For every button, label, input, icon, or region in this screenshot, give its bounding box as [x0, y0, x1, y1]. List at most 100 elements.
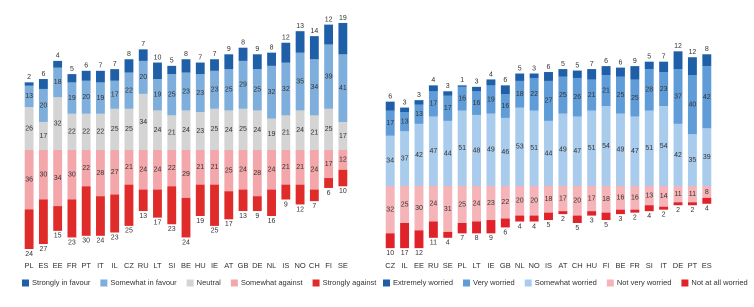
bar-segment: [428, 116, 438, 186]
data-label: 25: [211, 228, 219, 235]
bar-segment: [110, 69, 120, 81]
bar-segment: [138, 49, 148, 61]
data-label: 12: [282, 35, 290, 42]
bar-segment: [544, 120, 553, 186]
data-label: 19: [154, 92, 162, 99]
data-label: 2: [633, 214, 637, 221]
data-label: 17: [588, 195, 596, 202]
bar-segment: [53, 150, 63, 207]
x-tick-label: FI: [603, 261, 610, 270]
data-label: 19: [196, 218, 204, 225]
data-label: 3: [446, 83, 450, 90]
bar-segment: [544, 80, 553, 121]
bar-segment: [687, 186, 697, 203]
x-tick-label: GB: [500, 261, 511, 270]
bar-segment: [295, 31, 305, 53]
legend-swatch: [186, 279, 194, 287]
data-label: 51: [458, 145, 466, 152]
bar-segment: [252, 110, 262, 150]
x-tick-label: IL: [112, 261, 118, 270]
bar-segment: [673, 202, 683, 206]
data-label: 21: [282, 164, 290, 171]
bar-segment: [224, 150, 234, 192]
data-label: 17: [111, 92, 119, 99]
legend-swatch: [383, 279, 390, 287]
data-label: 13: [139, 213, 147, 220]
bar-segment: [153, 150, 162, 190]
data-label: 30: [68, 172, 76, 179]
x-tick-label: IE: [487, 261, 494, 270]
bar-segment: [486, 85, 496, 114]
bar-segment: [67, 74, 77, 83]
data-label: 14: [660, 193, 668, 200]
data-label: 51: [588, 145, 596, 152]
legend-label: Somewhat in favour: [110, 278, 177, 287]
bar-segment: [601, 66, 611, 75]
bar-segment: [81, 150, 91, 187]
bar-segment: [238, 60, 248, 109]
bar-segment: [281, 150, 291, 185]
x-tick-label: CZ: [385, 261, 395, 270]
x-tick-label: CH: [572, 261, 583, 270]
data-label: 6: [41, 71, 45, 78]
x-tick-label: EE: [53, 261, 63, 270]
data-label: 27: [39, 246, 47, 253]
x-tick-label: SE: [443, 261, 453, 270]
data-label: 7: [98, 63, 102, 70]
bar-segment: [630, 209, 640, 213]
x-tick-label: PL: [25, 261, 34, 270]
data-label: 23: [68, 239, 76, 246]
data-label: 16: [458, 96, 466, 103]
data-label: 5: [647, 54, 651, 61]
bar-segment: [702, 197, 712, 204]
x-tick-label: DE: [673, 261, 683, 270]
data-label: 51: [530, 145, 538, 152]
bar-segment: [267, 118, 276, 150]
bar-segment: [572, 70, 582, 78]
data-label: 49: [487, 147, 495, 154]
data-label: 5: [575, 225, 579, 232]
bar-segment: [615, 113, 625, 186]
data-label: 42: [703, 94, 711, 101]
data-label: 16: [473, 100, 481, 107]
bar-segment: [587, 211, 597, 216]
data-label: 44: [545, 150, 553, 157]
data-label: 8: [475, 235, 479, 242]
data-label: 2: [561, 216, 565, 223]
data-label: 22: [68, 129, 76, 136]
bar-segment: [558, 211, 568, 215]
bar-segment: [210, 108, 219, 150]
data-label: 24: [473, 201, 481, 208]
data-label: 54: [660, 143, 668, 150]
bar-segment: [443, 231, 453, 238]
bar-segment: [53, 60, 63, 68]
x-tick-label: DE: [252, 261, 262, 270]
bar-segment: [500, 85, 510, 95]
bar-segment: [238, 150, 248, 190]
bar-segment: [96, 82, 105, 114]
bar-segment: [630, 79, 640, 117]
x-tick-label: NL: [267, 261, 277, 270]
x-tick-label: IS: [282, 261, 289, 270]
legend-swatch: [681, 279, 689, 287]
legend-label: Not at all worried: [691, 278, 747, 287]
x-tick-label: BE: [615, 261, 625, 270]
data-label: 4: [532, 223, 536, 230]
data-label: 5: [518, 65, 522, 72]
data-label: 25: [401, 201, 409, 208]
legend-swatch: [100, 279, 108, 287]
bar-segment: [644, 69, 654, 111]
data-label: 32: [386, 207, 394, 214]
data-label: 25: [125, 228, 133, 235]
bar-segment: [400, 131, 410, 186]
data-label: 26: [573, 94, 581, 101]
data-label: 1: [460, 77, 464, 84]
bar-segment: [338, 121, 348, 150]
bar-segment: [558, 186, 568, 212]
bar-segment: [267, 65, 276, 119]
data-label: 8: [127, 51, 131, 58]
data-label: 22: [82, 165, 90, 172]
bar-segment: [673, 186, 683, 203]
data-label: 24: [225, 127, 233, 134]
bar-segment: [615, 209, 625, 215]
